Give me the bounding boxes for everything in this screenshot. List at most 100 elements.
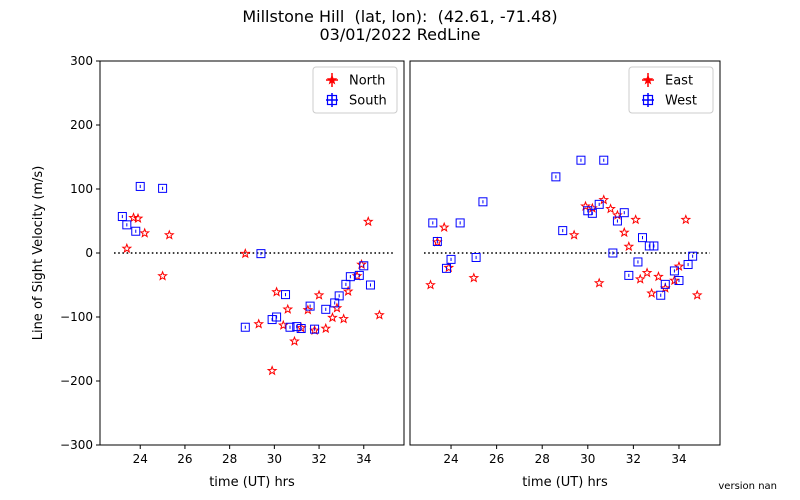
data-point-south [285, 322, 295, 332]
legend-label-north: North [349, 74, 385, 89]
data-point-south [256, 249, 266, 259]
x-tick-label: 34 [671, 452, 686, 466]
data-point-east [680, 214, 692, 225]
data-point-west-box [594, 199, 604, 209]
x-tick-label: 24 [133, 452, 148, 466]
data-point-south-box [365, 280, 375, 290]
y-axis-label: Line of Sight Velocity (m/s) [31, 166, 46, 341]
series-south [117, 181, 375, 334]
data-point-west [432, 236, 442, 246]
data-point-west [644, 241, 654, 251]
data-point-west [612, 216, 622, 226]
legend-marker-north [326, 74, 338, 85]
data-point-west-box [669, 266, 679, 276]
data-point-north [128, 212, 139, 223]
data-point-south [310, 324, 320, 334]
data-point-west-box [683, 260, 693, 270]
data-point-west-box [656, 290, 666, 300]
data-point-south [365, 280, 375, 290]
version-label: version nan [718, 481, 777, 492]
data-point-west-box [599, 155, 609, 165]
data-point-east [673, 260, 685, 271]
y-tick-label: −200 [60, 374, 93, 388]
data-point-south-box [158, 183, 168, 193]
data-point-west [638, 233, 647, 243]
data-point-west-box [608, 248, 618, 258]
data-point-west [594, 199, 604, 209]
y-tick-label: 100 [70, 182, 93, 196]
data-point-north [121, 242, 133, 254]
data-point-north [253, 318, 265, 329]
x-tick-label: 30 [580, 452, 595, 466]
data-point-south-box [359, 261, 369, 271]
data-point-east [669, 274, 680, 286]
data-point-west [583, 206, 593, 216]
data-point-west [428, 218, 438, 228]
data-point-west-box [587, 208, 597, 218]
data-point-north [271, 286, 282, 297]
data-point-west-box [471, 252, 481, 262]
data-point-west [551, 172, 561, 182]
chart-title: Millstone Hill (lat, lon): (42.61, -71.4… [242, 7, 558, 26]
x-tick-label: 34 [356, 452, 371, 466]
data-point-east [443, 262, 455, 273]
data-point-north [132, 212, 144, 223]
data-point-south-box [281, 290, 291, 300]
data-point-west-box [644, 241, 654, 251]
x-tick-label: 32 [626, 452, 641, 466]
data-point-west-box [688, 251, 698, 261]
data-point-west [649, 241, 659, 251]
data-point-south-box [334, 291, 344, 301]
data-point-south [135, 181, 145, 191]
legend-marker-south [326, 94, 338, 106]
data-point-south-box [240, 322, 250, 332]
data-point-east [623, 240, 635, 252]
data-point-north [266, 365, 278, 376]
data-point-south [305, 301, 315, 311]
data-point-north [282, 303, 294, 314]
series-west [428, 155, 698, 300]
data-point-west [587, 208, 597, 218]
data-point-west [669, 266, 679, 276]
legend: East West [628, 66, 714, 114]
data-point-north [313, 289, 325, 300]
data-point-north [302, 304, 314, 315]
data-point-north [362, 216, 374, 227]
data-point-west-box [624, 270, 634, 280]
data-point-west-box [674, 276, 684, 286]
plot-frame [409, 60, 721, 446]
data-point-east [605, 203, 616, 214]
series-north [121, 212, 385, 376]
data-point-east [659, 282, 671, 293]
x-tick-label: 26 [489, 452, 504, 466]
data-point-west-box [551, 172, 561, 182]
panel-east-west: 24 26 28 30 32 34 time (UT) hrs East West [409, 60, 721, 490]
y-tick-label: 300 [70, 54, 93, 68]
legend-label-south: South [349, 94, 387, 109]
data-point-west-box [638, 233, 647, 243]
data-point-south [240, 322, 250, 332]
data-point-north [309, 324, 320, 335]
data-point-south-box [122, 220, 132, 230]
data-point-south [122, 220, 132, 230]
data-point-west [688, 251, 698, 261]
data-point-south [359, 261, 369, 271]
data-point-west [683, 260, 693, 270]
panel-north-south: 24 26 28 30 32 34 −300 −200 −100 0 100 200 300 time (… [31, 54, 405, 490]
data-point-north [338, 313, 349, 324]
data-point-south-box [321, 304, 331, 314]
data-point-west-box [649, 241, 659, 251]
data-point-south [296, 324, 306, 334]
data-point-east [641, 267, 653, 278]
legend-label-east: East [665, 74, 693, 89]
data-point-east [425, 279, 436, 290]
chart-subtitle: 03/01/2022 RedLine [319, 25, 481, 44]
data-point-east [598, 194, 610, 205]
data-point-north [163, 229, 175, 240]
data-point-west-box [619, 208, 629, 218]
data-point-west [633, 257, 643, 267]
data-point-south-box [310, 324, 320, 334]
data-point-south-box [296, 324, 306, 334]
data-point-east [691, 289, 703, 300]
